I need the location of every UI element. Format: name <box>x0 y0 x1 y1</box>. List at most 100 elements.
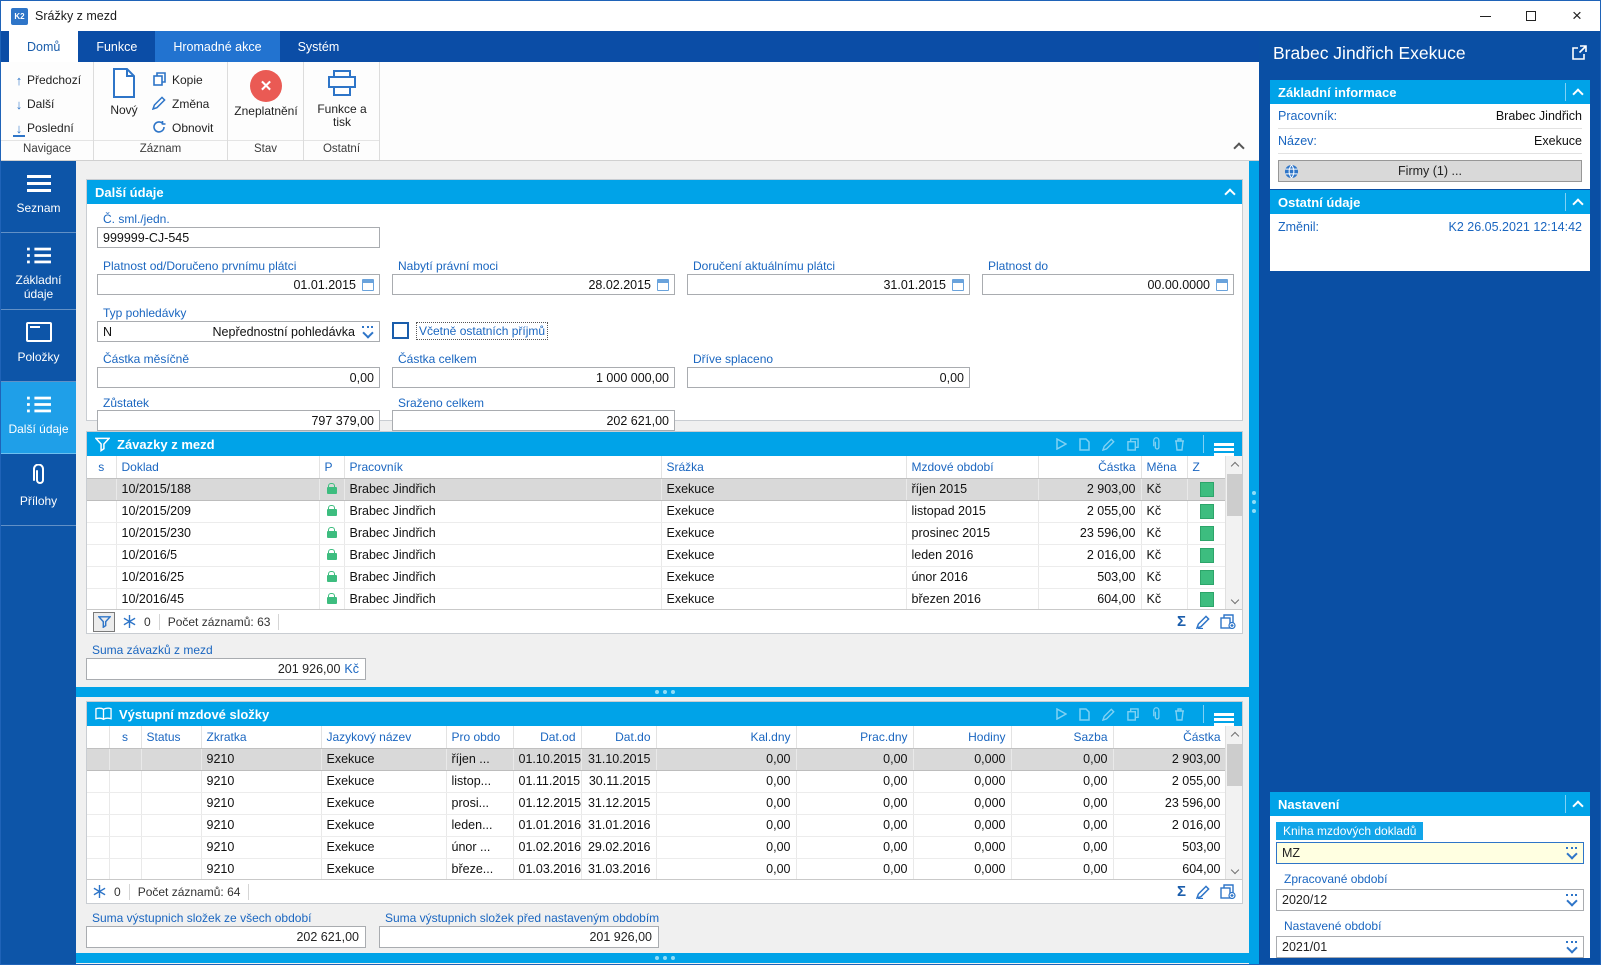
cell-srazka[interactable]: Exekuce <box>661 500 907 523</box>
col-z[interactable]: Z <box>1187 456 1227 479</box>
attachment-icon[interactable] <box>1151 707 1162 721</box>
cell-sazba[interactable]: 0,00 <box>1011 748 1114 771</box>
cell-dat-od[interactable]: 01.02.2016 <box>513 836 582 859</box>
new-button[interactable]: Nový <box>102 68 146 117</box>
cell-blank[interactable] <box>87 814 110 837</box>
col-pracovnik[interactable]: Pracovník <box>344 456 662 479</box>
cell-pracovnik[interactable]: Brabec Jindřich <box>344 478 662 501</box>
vertical-scrollbar[interactable] <box>1225 726 1242 879</box>
vystupni-row[interactable]: 9210 Exekuce únor ... 01.02.2016 29.02.2016 0… <box>87 836 1227 859</box>
cell-status[interactable] <box>141 792 202 815</box>
cell-prac-dny[interactable]: 0,00 <box>796 858 914 881</box>
grid-menu-icon[interactable] <box>1214 712 1234 716</box>
cell-obdobi[interactable]: leden 2016 <box>906 544 1039 567</box>
paid-earlier-input[interactable]: 0,00 <box>687 367 970 388</box>
lock-icon[interactable] <box>319 588 345 611</box>
cell-castka[interactable]: 604,00 <box>1038 588 1142 611</box>
cell-pro-obdobi[interactable]: listop... <box>446 770 514 793</box>
col-dat-do[interactable]: Dat.do <box>581 726 657 749</box>
vertical-scrollbar[interactable] <box>1225 456 1242 609</box>
cell-srazka[interactable]: Exekuce <box>661 588 907 611</box>
cell-dat-do[interactable]: 31.03.2016 <box>581 858 657 881</box>
cell-status[interactable] <box>141 748 202 771</box>
cell-hodiny[interactable]: 0,000 <box>913 748 1012 771</box>
cell-s[interactable] <box>109 836 142 859</box>
cell-castka[interactable]: 2 055,00 <box>1038 500 1142 523</box>
cell-obdobi[interactable]: prosinec 2015 <box>906 522 1039 545</box>
collapse-panel-icon[interactable] <box>1224 187 1236 200</box>
cell-doklad[interactable]: 10/2015/230 <box>116 522 320 545</box>
popout-icon[interactable] <box>1572 45 1587 60</box>
cell-hodiny[interactable]: 0,000 <box>913 792 1012 815</box>
cell-dat-do[interactable]: 31.12.2015 <box>581 792 657 815</box>
lock-icon[interactable] <box>319 566 345 589</box>
cell-dat-od[interactable]: 01.11.2015 <box>513 770 582 793</box>
sidebar-item-seznam[interactable]: Seznam <box>1 161 76 233</box>
valid-to-input[interactable]: 00.00.0000 <box>982 274 1234 295</box>
cell-mena[interactable]: Kč <box>1141 588 1188 611</box>
copy-button[interactable]: Kopie <box>150 68 213 92</box>
cell-nazev[interactable]: Exekuce <box>321 858 447 881</box>
sum-icon[interactable]: Σ <box>1176 613 1186 630</box>
calendar-icon[interactable] <box>1216 278 1228 291</box>
cell-zkratka[interactable]: 9210 <box>201 748 322 771</box>
zavazky-row[interactable]: 10/2015/230 Brabec Jindřich Exekuce prosine… <box>87 522 1227 545</box>
next-button[interactable]: ↓ Další <box>11 92 81 116</box>
cell-prac-dny[interactable]: 0,00 <box>796 836 914 859</box>
cell-dat-od[interactable]: 01.01.2016 <box>513 814 582 837</box>
cell-dat-do[interactable]: 30.11.2015 <box>581 770 657 793</box>
cell-castka[interactable]: 604,00 <box>1113 858 1227 881</box>
paid-indicator-icon[interactable] <box>1187 566 1227 589</box>
cell-mena[interactable]: Kč <box>1141 500 1188 523</box>
new-icon[interactable] <box>1079 437 1090 451</box>
cell-blank[interactable] <box>87 748 110 771</box>
cell-castka[interactable]: 2 055,00 <box>1113 770 1227 793</box>
cell-pracovnik[interactable]: Brabec Jindřich <box>344 588 662 611</box>
edit-icon[interactable] <box>1196 884 1210 899</box>
col-status[interactable]: Status <box>141 726 202 749</box>
zavazky-row[interactable]: 10/2015/188 Brabec Jindřich Exekuce říjen 2… <box>87 478 1227 501</box>
cell-doklad[interactable]: 10/2016/5 <box>116 544 320 567</box>
sum-icon[interactable]: Σ <box>1176 883 1186 900</box>
change-button[interactable]: Změna <box>150 92 213 116</box>
lock-icon[interactable] <box>319 544 345 567</box>
cell-dat-do[interactable]: 31.10.2015 <box>581 748 657 771</box>
col-blank[interactable] <box>87 726 110 749</box>
cell-pracovnik[interactable]: Brabec Jindřich <box>344 500 662 523</box>
copy-icon[interactable] <box>1127 437 1139 451</box>
cell-hodiny[interactable]: 0,000 <box>913 770 1012 793</box>
zavazky-row[interactable]: 10/2016/5 Brabec Jindřich Exekuce leden 201… <box>87 544 1227 567</box>
include-other-income-checkbox[interactable] <box>392 322 409 339</box>
col-dat-od[interactable]: Dat.od <box>513 726 582 749</box>
scroll-up-icon[interactable] <box>1226 726 1243 742</box>
withheld-total-input[interactable]: 202 621,00 <box>392 410 675 431</box>
collapse-section-icon[interactable] <box>1572 197 1584 210</box>
edit-icon[interactable] <box>1102 437 1115 451</box>
cell-status[interactable] <box>141 858 202 881</box>
cell-castka[interactable]: 503,00 <box>1038 566 1142 589</box>
cell-nazev[interactable]: Exekuce <box>321 770 447 793</box>
sidebar-item-dalsi-udaje[interactable]: Další údaje <box>1 382 76 454</box>
cell-srazka[interactable]: Exekuce <box>661 566 907 589</box>
attachment-icon[interactable] <box>1151 437 1162 451</box>
cell-zkratka[interactable]: 9210 <box>201 792 322 815</box>
cell-pro-obdobi[interactable]: únor ... <box>446 836 514 859</box>
grid-menu-icon[interactable] <box>1214 442 1234 446</box>
cell-doklad[interactable]: 10/2016/25 <box>116 566 320 589</box>
zavazky-row[interactable]: 10/2015/209 Brabec Jindřich Exekuce listopa… <box>87 500 1227 523</box>
cell-pro-obdobi[interactable]: březe... <box>446 858 514 881</box>
sum-all-periods-field[interactable]: 202 621,00 <box>86 926 366 948</box>
cell-srazka[interactable]: Exekuce <box>661 544 907 567</box>
tab-hromadne-akce[interactable]: Hromadné akce <box>155 31 280 62</box>
filter-button[interactable] <box>93 611 115 632</box>
tab-funkce[interactable]: Funkce <box>96 39 138 54</box>
cell-zkratka[interactable]: 9210 <box>201 858 322 881</box>
cell-kal-dny[interactable]: 0,00 <box>656 792 797 815</box>
col-sazba[interactable]: Sazba <box>1011 726 1114 749</box>
horizontal-splitter[interactable] <box>76 687 1249 697</box>
col-srazka[interactable]: Srážka <box>661 456 907 479</box>
valid-from-input[interactable]: 01.01.2015 <box>97 274 380 295</box>
cell-obdobi[interactable]: říjen 2015 <box>906 478 1039 501</box>
cell-blank[interactable] <box>87 770 110 793</box>
cell-sazba[interactable]: 0,00 <box>1011 836 1114 859</box>
